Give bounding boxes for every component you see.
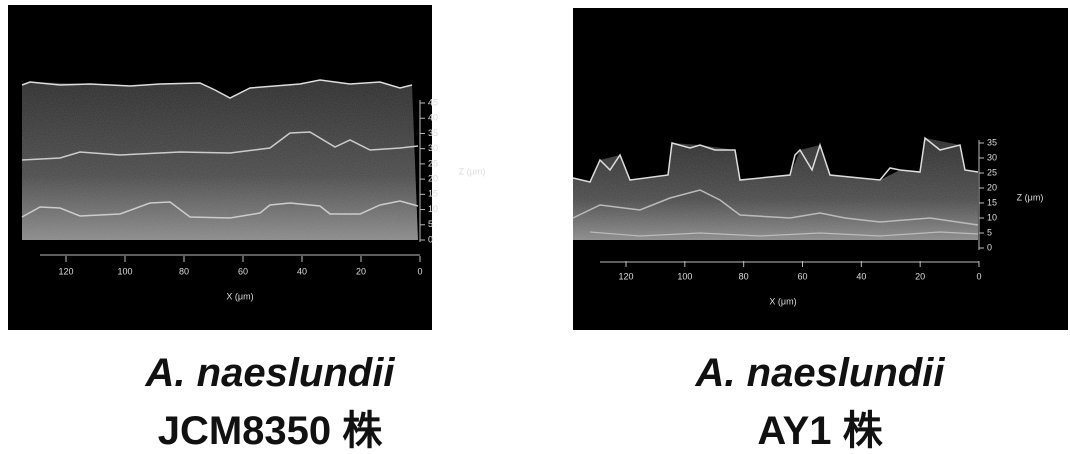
z-tick-label: 10 [428, 204, 438, 214]
z-tick-label: 35 [428, 128, 438, 138]
x-tick-label: 100 [117, 266, 132, 276]
x-axis-label: X (μm) [769, 296, 796, 306]
x-tick-label: 20 [356, 266, 366, 276]
species-caption: A. naeslundii [145, 351, 396, 395]
x-tick-label: 20 [915, 271, 925, 281]
z-tick-label: 5 [428, 219, 433, 229]
z-tick-label: 10 [987, 212, 997, 222]
x-tick-label: 100 [677, 271, 692, 281]
x-tick-label: 120 [618, 271, 633, 281]
z-tick-label: 15 [987, 197, 997, 207]
z-tick-label: 25 [428, 158, 438, 168]
z-tick-label: 0 [428, 234, 433, 244]
figure: 120100806040200X (μm)051015202530354045Z… [0, 0, 1070, 454]
x-tick-label: 60 [797, 271, 807, 281]
x-axis-label: X (μm) [226, 291, 253, 301]
z-tick-label: 30 [987, 152, 997, 162]
z-tick-label: 30 [428, 143, 438, 153]
x-tick-label: 40 [856, 271, 866, 281]
z-axis-label: Z (μm) [459, 166, 486, 176]
x-tick-label: 80 [179, 266, 189, 276]
strain-caption: AY1 株 [757, 409, 883, 453]
z-tick-label: 20 [428, 173, 438, 183]
z-axis-label: Z (μm) [1017, 192, 1044, 202]
z-tick-label: 0 [987, 242, 992, 252]
x-tick-label: 0 [976, 271, 981, 281]
x-tick-label: 80 [739, 271, 749, 281]
image-panel [8, 5, 432, 330]
z-tick-label: 5 [987, 227, 992, 237]
strain-caption: JCM8350 株 [158, 409, 384, 453]
z-tick-label: 35 [987, 137, 997, 147]
x-tick-label: 40 [297, 266, 307, 276]
z-tick-label: 45 [428, 97, 438, 107]
z-tick-label: 15 [428, 189, 438, 199]
z-tick-label: 25 [987, 167, 997, 177]
x-tick-label: 120 [58, 266, 73, 276]
species-caption: A. naeslundii [695, 351, 946, 395]
z-tick-label: 40 [428, 113, 438, 123]
x-tick-label: 0 [417, 266, 422, 276]
x-tick-label: 60 [238, 266, 248, 276]
z-tick-label: 20 [987, 182, 997, 192]
